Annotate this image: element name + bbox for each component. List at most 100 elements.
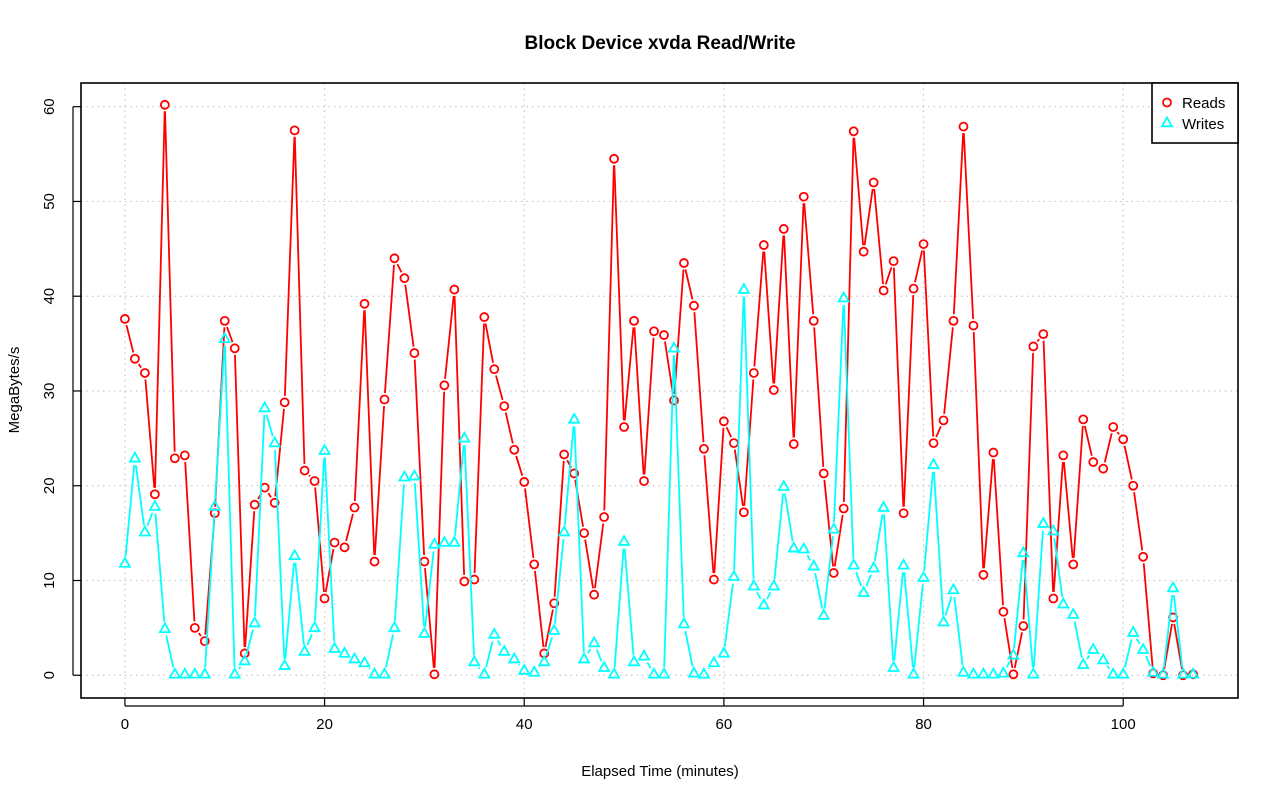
series-segment (842, 137, 855, 503)
data-point (689, 300, 699, 311)
data-point (1136, 642, 1150, 654)
data-point (557, 524, 571, 537)
series-segment (314, 457, 326, 621)
y-tick-label: 10 (41, 572, 58, 589)
series-segment (594, 523, 605, 589)
series-segment (144, 379, 156, 488)
series-segment (1135, 638, 1141, 645)
data-point (537, 654, 551, 667)
data-point (709, 574, 719, 585)
data-point (877, 500, 891, 512)
series-segment (134, 465, 145, 526)
series-segment (933, 471, 944, 616)
data-point (407, 468, 421, 481)
data-point (118, 556, 132, 568)
series-segment (553, 460, 565, 597)
data-point (1126, 625, 1140, 637)
data-point (917, 570, 931, 582)
data-point (409, 348, 420, 358)
series-segment (1052, 461, 1064, 593)
data-point (918, 239, 929, 249)
data-point (1048, 593, 1059, 604)
data-point (487, 627, 501, 639)
data-point (509, 444, 520, 455)
data-point (847, 557, 861, 570)
data-point (976, 666, 990, 679)
data-point (208, 499, 222, 511)
series-segment (853, 137, 865, 246)
series-segment (806, 554, 811, 561)
data-point (348, 651, 362, 664)
x-tick-label: 60 (716, 716, 733, 733)
data-point (377, 666, 391, 679)
data-point (988, 447, 999, 458)
data-point (339, 542, 350, 553)
series-segment (473, 323, 485, 574)
data-point (1008, 669, 1019, 680)
data-point (457, 431, 471, 443)
series-segment (613, 548, 625, 668)
data-point (629, 315, 639, 326)
data-point (807, 558, 821, 571)
series-segment (684, 630, 694, 667)
data-point (359, 298, 370, 309)
data-point (986, 666, 1000, 679)
data-point (927, 457, 941, 470)
data-point (717, 646, 731, 658)
series-segment (518, 663, 521, 666)
data-point (138, 524, 152, 537)
series-segment (534, 570, 545, 648)
data-point (587, 635, 601, 648)
data-point (697, 666, 711, 679)
data-point (248, 615, 262, 628)
series-segment (865, 574, 872, 587)
data-point (299, 465, 310, 476)
series-segment (1062, 461, 1074, 558)
data-point (1046, 523, 1060, 536)
data-point (1058, 450, 1069, 461)
data-point (379, 394, 390, 405)
data-point (768, 385, 779, 395)
data-point (467, 654, 481, 667)
series-segment (463, 445, 475, 656)
series-segment (793, 203, 805, 438)
data-point (389, 253, 400, 264)
series-segment (353, 310, 366, 502)
series-segment (1036, 338, 1040, 342)
data-point (657, 666, 671, 679)
data-point (928, 438, 939, 448)
series-segment (707, 667, 710, 670)
series-segment (673, 269, 685, 395)
series-segment (773, 493, 784, 580)
data-point (168, 666, 182, 679)
series-segment (324, 457, 336, 642)
series-segment (444, 295, 455, 379)
data-point (727, 569, 741, 581)
series-segment (703, 455, 715, 574)
series-segment (184, 461, 196, 622)
series-segment (244, 511, 256, 648)
data-point (419, 556, 430, 567)
data-point (1036, 516, 1050, 528)
legend-writes-marker (1160, 115, 1174, 128)
data-point (369, 556, 380, 567)
series-segment (893, 572, 904, 661)
series-segment (204, 513, 216, 668)
data-point (278, 658, 292, 670)
data-point (149, 489, 160, 500)
data-point (607, 666, 621, 679)
data-point (659, 330, 669, 340)
series-segment (306, 633, 313, 646)
series-segment (883, 514, 895, 661)
data-point (996, 666, 1010, 678)
data-point (1086, 642, 1100, 654)
data-point (938, 415, 949, 426)
series-segment (673, 355, 685, 618)
data-point (966, 666, 980, 679)
series-segment (515, 455, 524, 477)
data-point (828, 568, 839, 578)
series-segment (584, 539, 594, 589)
data-point (497, 644, 511, 656)
data-point (747, 578, 761, 591)
